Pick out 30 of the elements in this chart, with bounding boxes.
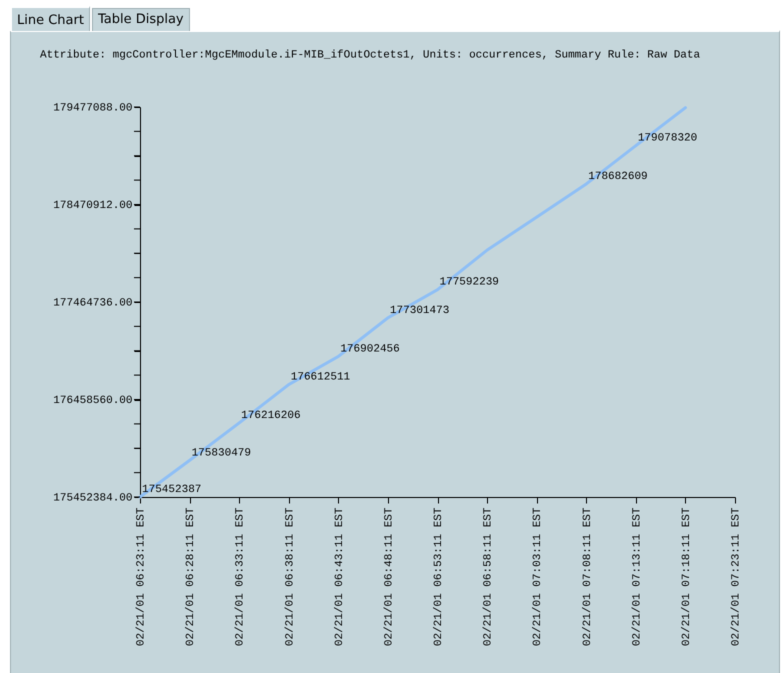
- data-label: 176216206: [241, 410, 301, 422]
- data-label: 179078320: [638, 132, 698, 145]
- text: Attribute: mgcController:MgcEMmodule.iF-MIB_ifOutOctets1, Units: occurrences, Summary Rule: Raw Data: [40, 50, 701, 62]
- data-label: 178682609: [588, 170, 648, 183]
- data-label: 177592239: [440, 276, 499, 289]
- x-tick-label: 02/21/01 07:23:11 EST: [730, 507, 742, 646]
- text: Table Display: [92, 8, 190, 31]
- data-label: 175452387: [142, 484, 202, 496]
- text: Line Chart: [10, 6, 90, 31]
- data-label: 176902456: [340, 343, 400, 356]
- x-tick-label: 02/21/01 06:53:11 EST: [433, 507, 445, 646]
- y-tick-label: 178470912.00: [53, 200, 132, 212]
- data-label: 175830479: [192, 447, 252, 460]
- x-tick-label: 02/21/01 06:33:11 EST: [234, 507, 247, 646]
- x-tick-label: 02/21/01 06:28:11 EST: [185, 507, 198, 646]
- y-tick-label: 176458560.00: [53, 395, 132, 407]
- x-tick-label: 02/21/01 06:43:11 EST: [334, 507, 346, 646]
- y-tick-label: 177464736.00: [53, 298, 132, 310]
- data-label: 176612511: [290, 372, 351, 384]
- x-tick-label: 02/21/01 06:58:11 EST: [482, 507, 495, 646]
- y-tick-label: 175452384.00: [53, 492, 132, 504]
- x-tick-label: 02/21/01 06:38:11 EST: [284, 507, 296, 646]
- x-tick-label: 02/21/01 07:08:11 EST: [582, 507, 594, 646]
- y-tick-label: 179477088.00: [53, 102, 132, 114]
- x-tick-label: 02/21/01 07:13:11 EST: [631, 507, 644, 646]
- x-tick-label: 02/21/01 06:48:11 EST: [383, 507, 396, 646]
- data-label: 177301473: [390, 304, 450, 317]
- x-tick-label: 02/21/01 06:23:11 EST: [136, 507, 148, 646]
- x-tick-label: 02/21/01 07:18:11 EST: [680, 507, 693, 646]
- x-tick-label: 02/21/01 07:03:11 EST: [532, 507, 544, 646]
